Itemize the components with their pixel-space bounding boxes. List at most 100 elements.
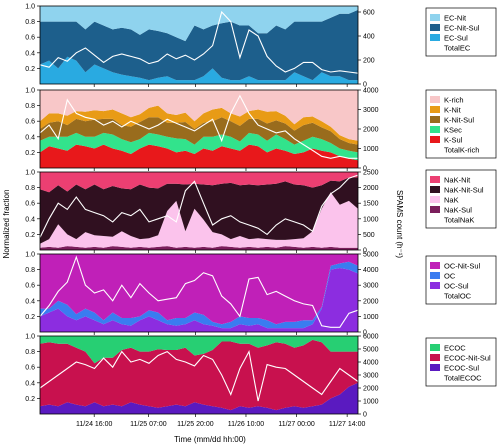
area-NaK bbox=[40, 192, 358, 248]
right-tick-label: 5000 bbox=[363, 252, 379, 259]
legend-swatch bbox=[430, 14, 440, 21]
panel-NaK: 0.2 0.4 0.6 0.8 1.0 0 500 1000 1500 2000 2500 bbox=[25, 170, 378, 255]
right-tick-label: 5000 bbox=[363, 347, 379, 354]
right-tick-label: 200 bbox=[363, 58, 375, 65]
left-tick-label: 0.6 bbox=[25, 119, 35, 126]
legend-label: OC-Nit-Sul bbox=[444, 262, 481, 271]
area-KSec bbox=[40, 132, 358, 161]
right-tick-label: 0 bbox=[363, 248, 367, 255]
legend-label: K-Nit-Sul bbox=[444, 116, 474, 125]
legend-swatch bbox=[430, 262, 440, 269]
legend-label: ECOC bbox=[444, 344, 466, 353]
legend-swatch bbox=[430, 116, 440, 123]
legend-swatch bbox=[430, 136, 440, 143]
panel-frame bbox=[39, 253, 359, 333]
area-NaK-Nit-Sul bbox=[40, 177, 358, 244]
legend-label: K-Sul bbox=[444, 136, 463, 145]
left-tick-label: 0.6 bbox=[25, 35, 35, 42]
legend-swatch bbox=[430, 96, 440, 103]
legend-label: NaK bbox=[444, 196, 459, 205]
x-tick-label: 11/24 16:00 bbox=[76, 421, 113, 428]
legend-label: TotalK-rich bbox=[444, 146, 479, 155]
line-TotalECOC bbox=[39, 349, 359, 402]
area-EC-Nit bbox=[40, 6, 358, 42]
legend-label: EC-Nit-Sul bbox=[444, 24, 480, 33]
left-tick-label: 0.8 bbox=[25, 267, 35, 274]
legend-swatch bbox=[430, 186, 440, 193]
right-tick-label: 1000 bbox=[363, 146, 379, 153]
area-OC-Sul bbox=[40, 268, 358, 332]
left-tick-label: 0.2 bbox=[25, 150, 35, 157]
left-tick-label: 0.4 bbox=[25, 50, 35, 57]
legend-label: ECOC-Nit-Sul bbox=[444, 354, 491, 363]
right-tick-label: 1000 bbox=[363, 216, 379, 223]
legend-label: K-rich bbox=[444, 96, 464, 105]
left-tick-label: 0.4 bbox=[25, 216, 35, 223]
x-tick-label: 11/27 00:00 bbox=[278, 421, 315, 428]
x-tick-label: 11/25 20:00 bbox=[177, 421, 214, 428]
area-K-rich bbox=[40, 90, 358, 141]
area-NaK-Nit bbox=[40, 172, 358, 193]
x-tick-label: 11/25 07:00 bbox=[130, 421, 167, 428]
legend-swatch bbox=[430, 206, 440, 213]
area-OC-Nit-Sul bbox=[40, 254, 358, 325]
legend-swatch bbox=[430, 106, 440, 113]
left-tick-label: 0.8 bbox=[25, 19, 35, 26]
legend-swatch bbox=[430, 272, 440, 279]
line-TotalNaK bbox=[39, 174, 359, 238]
legend-swatch bbox=[430, 196, 440, 203]
legend-swatch bbox=[430, 354, 440, 361]
line-TotalOC bbox=[39, 255, 359, 328]
y-axis-label-right: SPAMS count (h⁻¹) bbox=[395, 190, 404, 258]
legend-label: TotalEC bbox=[444, 44, 471, 53]
left-tick-label: 0.2 bbox=[25, 66, 35, 73]
right-tick-label: 0 bbox=[363, 82, 367, 89]
panel-K: 0.2 0.4 0.6 0.8 1.0 0 1000 2000 3000 4000 bbox=[25, 88, 378, 173]
legend-label: ECOC-Sul bbox=[444, 364, 479, 373]
legend-swatch bbox=[430, 24, 440, 31]
panel-frame bbox=[39, 5, 359, 85]
legend-label: NaK-Nit bbox=[444, 176, 471, 185]
right-tick-label: 2000 bbox=[363, 127, 379, 134]
area-OC bbox=[40, 261, 358, 329]
legend-label: OC-Sul bbox=[444, 282, 469, 291]
left-tick-label: 0.8 bbox=[25, 103, 35, 110]
right-tick-label: 0 bbox=[363, 412, 367, 419]
left-tick-label: 0.4 bbox=[25, 380, 35, 387]
area-K-Nit bbox=[40, 105, 358, 145]
right-tick-label: 2500 bbox=[363, 170, 379, 177]
legend-swatch bbox=[430, 364, 440, 371]
left-tick-label: 0.2 bbox=[25, 396, 35, 403]
legend-label: EC-Sul bbox=[444, 34, 468, 43]
panel-ECOC: 0.2 0.4 0.6 0.8 1.0 0 1000 2000 3000 4000 5000 6000… bbox=[25, 334, 378, 429]
legend-label: TotalECOC bbox=[444, 374, 482, 383]
area-EC-Sul bbox=[40, 56, 358, 84]
area-NaK-Sul bbox=[40, 246, 358, 250]
right-tick-label: 6000 bbox=[363, 334, 379, 341]
left-tick-label: 1.0 bbox=[25, 334, 35, 341]
left-tick-label: 0.8 bbox=[25, 185, 35, 192]
area-ECOC-Nit-Sul bbox=[40, 339, 358, 411]
panel-OC: 0.2 0.4 0.6 0.8 1.0 0 1000 2000 3000 4000 5000 bbox=[25, 252, 378, 337]
right-tick-label: 400 bbox=[363, 34, 375, 41]
right-tick-label: 0 bbox=[363, 166, 367, 173]
left-tick-label: 0.6 bbox=[25, 201, 35, 208]
area-ECOC-Sul bbox=[40, 382, 358, 414]
right-tick-label: 0 bbox=[363, 330, 367, 337]
legend-label: NaK-Nit-Sul bbox=[444, 186, 484, 195]
legend-label: KSec bbox=[444, 126, 462, 135]
area-K-Sul bbox=[40, 144, 358, 168]
x-tick-label: 11/26 10:00 bbox=[228, 421, 265, 428]
left-tick-label: 0.8 bbox=[25, 349, 35, 356]
right-tick-label: 1500 bbox=[363, 201, 379, 208]
right-tick-label: 3000 bbox=[363, 107, 379, 114]
right-tick-label: 2000 bbox=[363, 185, 379, 192]
left-tick-label: 0.6 bbox=[25, 365, 35, 372]
right-tick-label: 1000 bbox=[363, 314, 379, 321]
x-axis-label: Time (mm/dd hh:00) bbox=[174, 435, 246, 444]
